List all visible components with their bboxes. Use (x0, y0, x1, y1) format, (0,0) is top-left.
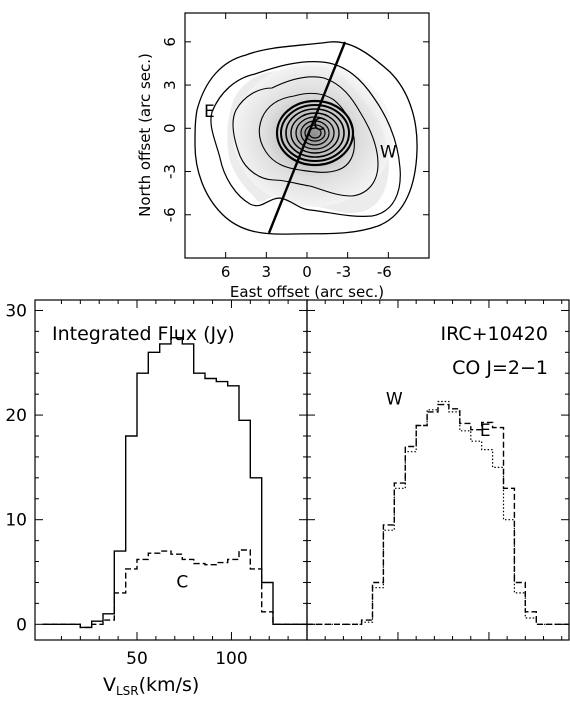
inner-contour (300, 120, 330, 146)
contour-level-1 (194, 41, 418, 235)
spectrum-dashed-line (42, 549, 307, 629)
position-cut-line (267, 41, 347, 234)
contour-level-2 (210, 61, 401, 217)
spectra-panel-frame (306, 299, 570, 641)
y-tick-label: 0 (16, 615, 27, 635)
map-y-tick-label: 6 (161, 37, 179, 47)
inner-contour (285, 108, 345, 158)
velocity-axis-label: VLSR(km/s) (103, 674, 199, 698)
spectrum-label: W (386, 390, 403, 410)
contour-level-3 (232, 76, 379, 197)
emission-core-shading (233, 63, 393, 207)
source-name-label: IRC+10420 (441, 323, 549, 345)
flux-tick-marks (35, 300, 307, 640)
flux-panel-frame (34, 299, 308, 641)
x-tick-label: 100 (215, 649, 247, 669)
map-region-label: E (204, 102, 215, 122)
contour-map: 6 3 0 -3 -6 6 3 0 -3 -6 E W C East offset (arc sec.)… (136, 12, 430, 301)
inner-contour (280, 104, 350, 162)
spectra-tick-marks (307, 300, 569, 640)
velocity-axis-subscript: LSR (116, 684, 139, 698)
map-x-tick-label: 3 (262, 263, 272, 281)
map-y-tick-label: 3 (161, 80, 179, 90)
map-x-tick-label: -6 (377, 263, 392, 281)
map-y-tick-label: -6 (161, 207, 179, 222)
map-x-tick-label: 0 (302, 263, 312, 281)
flux-panel-title: Integrated Flux (Jy) (52, 323, 235, 345)
map-y-tick-label: -3 (161, 164, 179, 179)
y-tick-label: 20 (5, 406, 27, 426)
x-tick-label: 50 (126, 649, 148, 669)
inner-contours (275, 99, 355, 167)
spectrum-label: C (176, 573, 188, 593)
map-x-tick-label: 6 (221, 263, 231, 281)
velocity-axis-unit: (km/s) (139, 674, 200, 696)
east-west-spectra-panel: W E IRC+10420 CO J=2−1 (306, 299, 570, 641)
y-tick-label: 10 (5, 511, 27, 531)
map-y-axis-label: North offset (arc sec.) (136, 53, 154, 217)
map-y-tick-label: 0 (161, 124, 179, 134)
spectrum-dotted-line (307, 400, 569, 625)
spectrum-dashed-line (307, 403, 569, 625)
spectrum-solid-line (42, 337, 307, 629)
contour-level-4 (258, 92, 355, 173)
map-x-axis-label: East offset (arc sec.) (230, 283, 384, 301)
map-region-label: W (380, 142, 397, 162)
map-x-tick-label: -3 (336, 263, 351, 281)
inner-contour (290, 112, 340, 154)
velocity-axis-symbol: V (103, 674, 116, 696)
map-region-label: C (313, 115, 325, 135)
y-tick-label: 30 (5, 301, 27, 321)
inner-contour (304, 124, 326, 142)
map-tick-marks (185, 13, 429, 258)
integrated-flux-panel: 0 10 20 30 50 100 C Integrated Flux (Jy) VLSR(… (5, 299, 308, 698)
transition-label: CO J=2−1 (452, 357, 548, 379)
spectrum-label: E (480, 421, 491, 441)
inner-contour (275, 99, 355, 167)
